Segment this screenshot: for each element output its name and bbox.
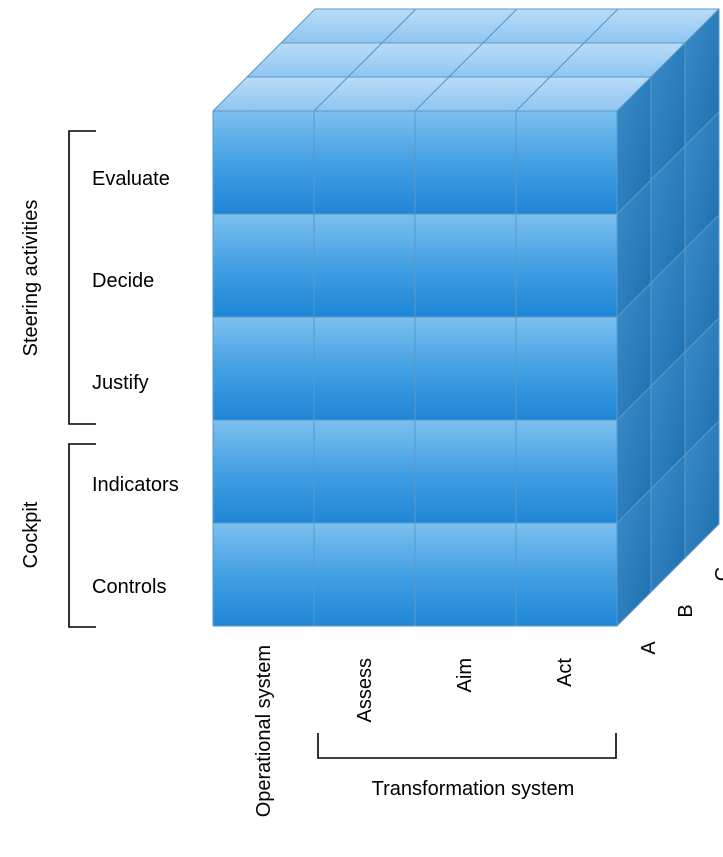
cube-front-face: [313, 110, 416, 215]
column-labels: Operational system Assess Aim Act: [253, 645, 576, 817]
cube-front-face: [212, 213, 315, 318]
cube-front-face: [515, 419, 618, 524]
depth-label-c: C: [712, 567, 723, 581]
cube-front-face: [515, 316, 618, 421]
cube-side-face: [616, 488, 652, 627]
column-label-aim: Aim: [454, 658, 476, 692]
steering-bracket: [68, 130, 96, 425]
cube-front-face: [414, 316, 517, 421]
row-label-justify: Justify: [92, 372, 149, 394]
column-label-assess: Assess: [354, 658, 376, 722]
cube-front-face: [414, 213, 517, 318]
cube-front-face: [313, 419, 416, 524]
row-label-decide: Decide: [92, 270, 154, 292]
left-brackets: Steering activities Cockpit: [20, 130, 96, 628]
row-label-evaluate: Evaluate: [92, 168, 170, 190]
cube-front-face: [313, 316, 416, 421]
row-label-controls: Controls: [92, 576, 166, 598]
cube-front-face: [515, 110, 618, 215]
cube-front-face: [212, 110, 315, 215]
cube-front-face: [212, 522, 315, 627]
depth-label-a: A: [638, 641, 660, 655]
cube-front-face: [212, 419, 315, 524]
depth-labels: A B C: [638, 567, 723, 655]
cube: [212, 8, 720, 627]
steering-activities-label: Steering activities: [20, 200, 42, 357]
depth-label-b: B: [675, 604, 697, 617]
transformation-system-label: Transformation system: [372, 778, 575, 800]
cube-front-face: [212, 316, 315, 421]
cube-front-face: [313, 213, 416, 318]
column-label-act: Act: [554, 658, 576, 687]
cube-front-face: [414, 419, 517, 524]
cockpit-label: Cockpit: [20, 501, 42, 568]
row-labels: Evaluate Decide Justify Indicators Contr…: [92, 168, 179, 598]
transformation-bracket-group: Transformation system: [317, 733, 617, 800]
row-label-indicators: Indicators: [92, 474, 179, 496]
cube-front-face: [515, 522, 618, 627]
cube-front-face: [414, 110, 517, 215]
cube-front-face: [313, 522, 416, 627]
transformation-bracket: [317, 733, 617, 759]
cockpit-bracket: [68, 443, 96, 628]
cube-front-face: [414, 522, 517, 627]
column-label-operational-system: Operational system: [253, 645, 275, 817]
cube-front-face: [515, 213, 618, 318]
